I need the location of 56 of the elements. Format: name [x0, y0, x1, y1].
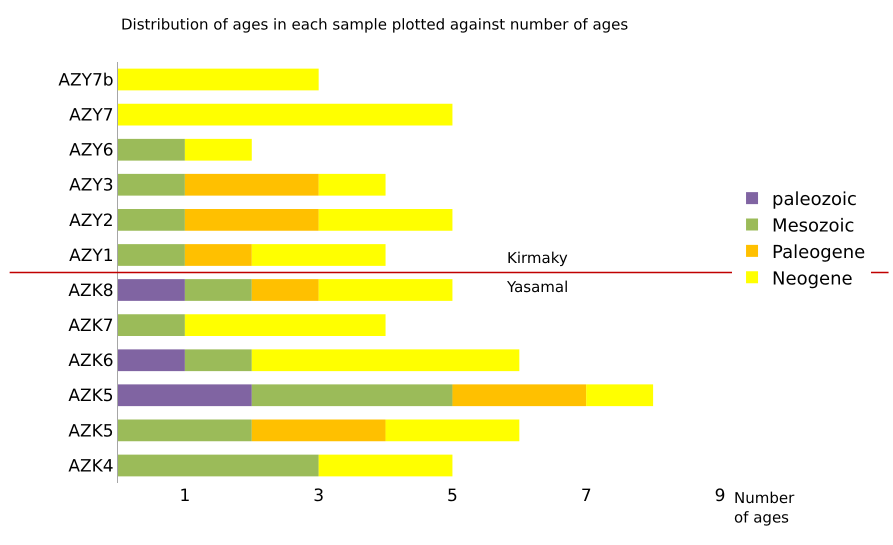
bar	[118, 209, 185, 231]
bar	[318, 454, 452, 476]
x-tick-label: 9	[714, 486, 726, 506]
annotation: Yasamal	[506, 278, 568, 296]
bar	[252, 349, 520, 372]
bar	[118, 244, 185, 266]
bar	[184, 138, 252, 161]
bar	[184, 209, 319, 231]
bar	[118, 420, 252, 442]
bar	[184, 174, 319, 196]
bar	[118, 454, 319, 476]
bar	[118, 349, 185, 372]
bar	[118, 104, 452, 126]
bar	[318, 174, 386, 196]
y-tick-label: AZY6	[69, 140, 114, 161]
bar	[184, 349, 252, 372]
bar	[452, 384, 586, 406]
x-tick-label: 1	[179, 486, 190, 506]
bar	[118, 174, 185, 196]
y-tick-label: AZY7	[69, 106, 114, 126]
bar	[118, 384, 252, 406]
bar	[118, 68, 319, 90]
bar	[586, 384, 654, 406]
y-tick-label: AZY2	[69, 210, 114, 231]
y-tick-label: AZK4	[68, 456, 114, 476]
bar	[252, 420, 386, 442]
legend-label: Neogene	[772, 268, 853, 290]
y-tick-label: AZK7	[68, 316, 114, 336]
legend-label: Mesozoic	[772, 216, 854, 236]
x-axis-title: Number of ages	[734, 489, 796, 526]
y-tick-label: AZK6	[68, 351, 114, 372]
bar	[252, 279, 319, 301]
y-tick-label: AZK5	[68, 386, 114, 406]
y-tick-label: AZK8	[68, 280, 114, 301]
y-tick-label: AZK5	[68, 421, 114, 442]
bar	[252, 384, 452, 406]
y-tick-label: AZY7b	[58, 70, 114, 90]
legend-label: paleozoic	[772, 189, 857, 210]
bar	[118, 279, 185, 301]
bar	[118, 138, 185, 161]
annotation: Kirmaky	[507, 249, 568, 267]
bar	[184, 314, 386, 336]
legend-label: Paleogene	[772, 242, 866, 263]
bar	[318, 209, 452, 231]
y-tick-label: AZY3	[69, 176, 114, 196]
x-tick-label: 5	[447, 486, 458, 506]
x-tick-label: 7	[580, 486, 592, 506]
y-tick-label: AZY1	[69, 246, 114, 266]
bar	[318, 279, 452, 301]
bar	[184, 244, 252, 266]
chart-title: Distribution of ages in each sample plotted against number of ages	[121, 16, 628, 34]
bar	[252, 244, 386, 266]
bar	[118, 314, 185, 336]
bar	[386, 420, 520, 442]
x-tick-label: 3	[313, 486, 324, 506]
bar	[184, 279, 252, 301]
